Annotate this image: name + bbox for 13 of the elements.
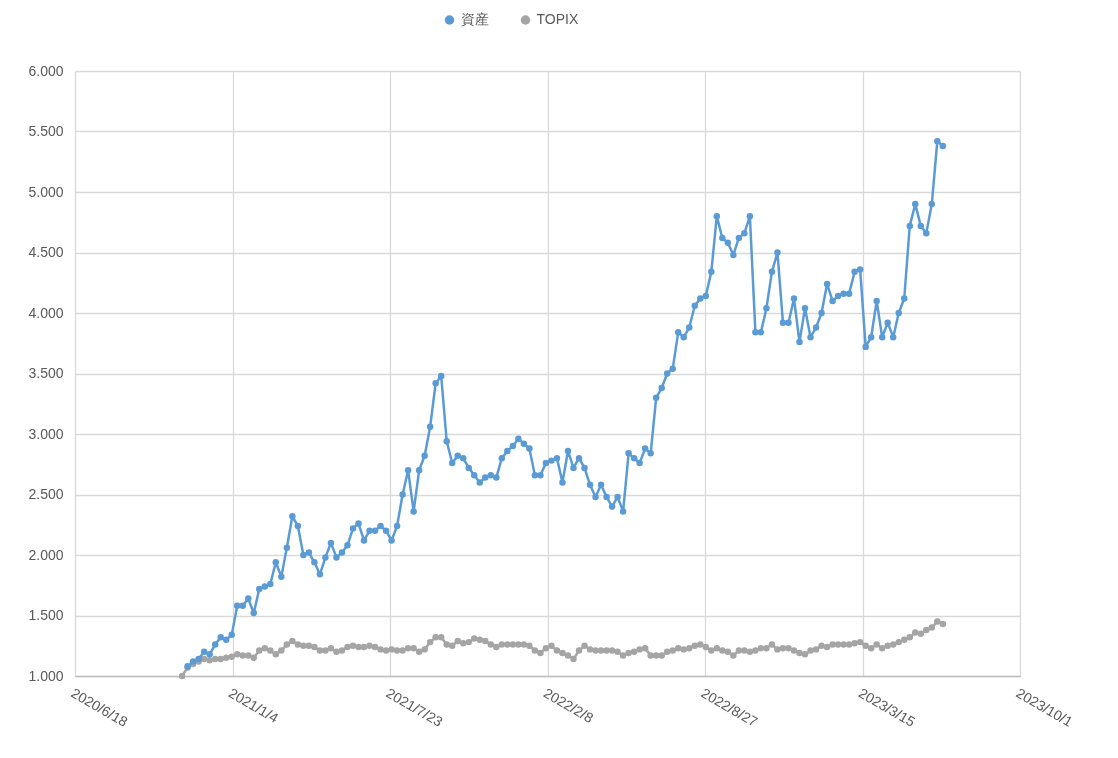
y-tick-label: 6.000 <box>28 62 64 79</box>
y-tick-label: 5.000 <box>28 183 64 200</box>
y-tick-label: 3.000 <box>28 425 64 442</box>
y-tick-label: 3.500 <box>28 365 64 381</box>
y-tick-label: 1.000 <box>28 667 64 684</box>
y-tick-label: 4.500 <box>28 244 64 260</box>
y-tick-label: 4.000 <box>28 304 64 321</box>
y-tick-label: 5.500 <box>28 123 64 139</box>
y-tick-label: 1.500 <box>28 607 64 623</box>
y-tick-label: 2.000 <box>28 546 64 563</box>
legend-label: TOPIX <box>536 11 579 27</box>
legend-label: 資産 <box>460 11 489 27</box>
y-tick-label: 2.500 <box>28 486 64 502</box>
